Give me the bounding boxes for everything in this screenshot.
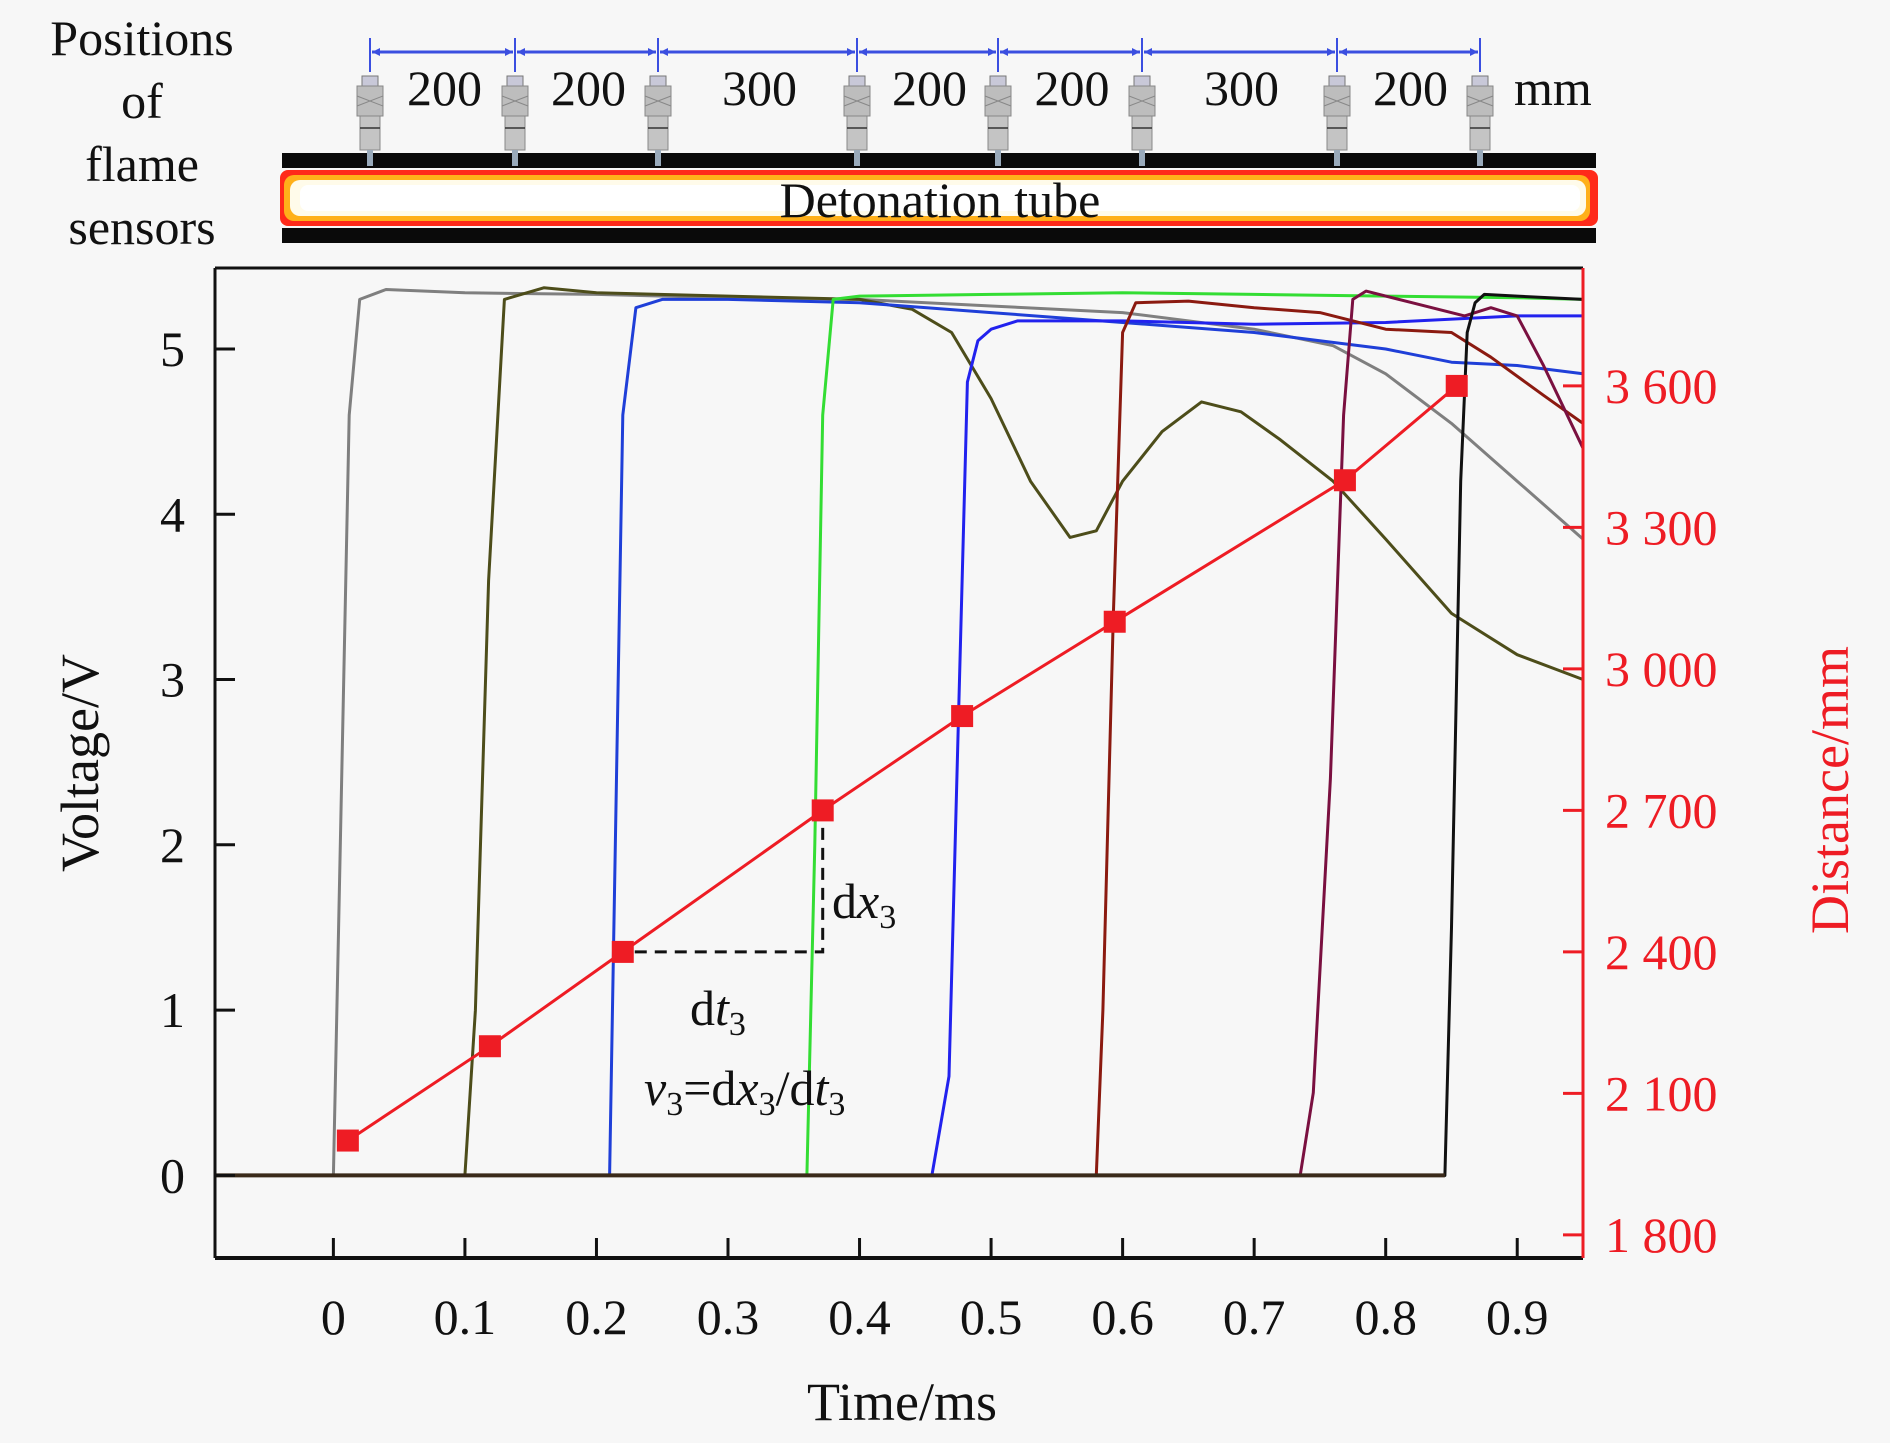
arrowhead-icon [1144,48,1152,56]
y2-tick-label: 2 700 [1605,782,1718,838]
y2-tick-label: 3 000 [1605,641,1718,697]
arrowhead-icon [1000,48,1008,56]
tube-flame-inner [300,185,1580,211]
x-tick-label: 0.2 [565,1289,628,1345]
diagram-left-label-line-4: sensors [68,199,215,255]
x-tick-label: 0.9 [1486,1289,1549,1345]
trace-sensor-1 [215,288,1584,1177]
trace-sensor-4 [215,291,1584,1177]
flame-sensor-icon [644,75,672,166]
x-tick-label: 0.3 [697,1289,760,1345]
x-tick-label: 0.1 [434,1289,497,1345]
sensor-diagram: Positions of flame sensors Detonation tu… [50,10,1598,255]
spacing-label: 200 [551,60,626,116]
arrowhead-icon [1132,48,1140,56]
distance-series [336,374,1468,1152]
distance-line [347,384,1458,1142]
spacing-label: 200 [892,60,967,116]
dimension-group: 200 200 300 200 200 300 200 [369,38,1481,116]
arrowhead-icon [859,48,867,56]
diagram-left-label-line-3: flame [85,136,199,192]
diagram-left-label-line-1: Positions [50,10,233,66]
flame-sensor-icon [501,75,529,166]
distance-marker [951,705,974,728]
arrowhead-icon [517,48,525,56]
y-tick-label: 2 [160,817,185,873]
y-tick-label: 5 [160,321,185,377]
spacing-label: 300 [722,60,797,116]
trace-sensor-6 [215,299,1584,1177]
y-axis-label: Voltage/V [50,654,110,872]
distance-marker [336,1129,359,1152]
sensor-group [356,75,1494,166]
x-tick-label: 0.8 [1354,1289,1417,1345]
tick-labels: 0 0.1 0.2 0.3 0.4 0.5 0.6 0.7 0.8 0.9 0 1 2 3 4 5 1 800 2… [160,321,1718,1345]
x-tick-label: 0 [321,1289,346,1345]
spacing-label: 200 [1035,60,1110,116]
distance-marker [478,1035,501,1058]
velocity-formula: v3=dx3/dt3 [644,1060,845,1123]
arrowhead-icon [1327,48,1335,56]
y2-tick-label: 2 400 [1605,924,1718,980]
y2-tick-label: 1 800 [1605,1207,1718,1263]
y-tick-label: 3 [160,652,185,708]
tube-upper-wall [282,153,1596,168]
arrowhead-icon [660,48,668,56]
flame-sensor-icon [984,75,1012,166]
arrowhead-icon [372,48,380,56]
flame-sensor-icon [1466,75,1494,166]
arrowhead-icon [847,48,855,56]
distance-marker [1103,610,1126,633]
dt-dx-triangle [634,822,825,954]
dt-label: dt3 [690,980,746,1043]
axes [213,266,1585,1260]
x-tick-label: 0.5 [960,1289,1023,1345]
trace-sensor-3 [215,297,1584,1177]
voltage-traces [215,286,1585,1178]
arrowhead-icon [648,48,656,56]
dx-label: dx3 [832,873,896,936]
trace-sensor-5 [215,314,1583,1177]
arrowhead-icon [505,48,513,56]
arrowhead-icon [988,48,996,56]
spacing-label: 200 [407,60,482,116]
flame-sensor-icon [843,75,871,166]
y-tick-label: 4 [160,486,185,542]
flame-sensor-icon [1128,75,1156,166]
trace-sensor-8 [215,292,1584,1177]
y2-tick-label: 2 100 [1605,1065,1718,1121]
distance-marker [1333,469,1356,492]
unit-label: mm [1514,60,1592,116]
distance-marker [1445,374,1468,397]
y-tick-label: 0 [160,1147,185,1203]
spacing-label: 300 [1204,60,1279,116]
distance-marker [811,799,834,822]
arrowhead-icon [1470,48,1478,56]
trace-sensor-2 [215,286,1584,1177]
x-tick-label: 0.6 [1091,1289,1154,1345]
arrowhead-icon [1339,48,1347,56]
flame-sensor-icon [1323,75,1351,166]
flame-sensor-icon [356,75,384,166]
velocity-annotation: dx3 dt3 v3=dx3/dt3 [634,822,896,1123]
y2-tick-label: 3 300 [1605,499,1718,555]
x-tick-label: 0.7 [1223,1289,1286,1345]
spacing-label: 200 [1373,60,1448,116]
y2-axis-label: Distance/mm [1800,646,1860,934]
y2-tick-label: 3 600 [1605,358,1718,414]
diagram-left-label-line-2: of [121,73,163,129]
tube-label: Detonation tube [780,172,1101,228]
tube-lower-wall [282,228,1596,243]
trace-sensor-7 [215,289,1585,1177]
x-axis-label: Time/ms [807,1372,997,1432]
distance-marker [611,940,634,963]
y-tick-label: 1 [160,982,185,1038]
x-tick-label: 0.4 [828,1289,891,1345]
